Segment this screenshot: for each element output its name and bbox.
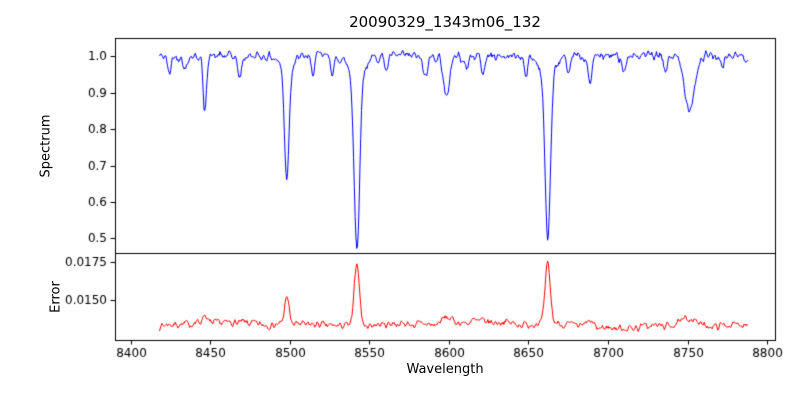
chart-title: 20090329_1343m06_132 [349, 13, 541, 31]
x-axis-label: Wavelength [406, 362, 484, 377]
error-y-axis-label: Error [48, 281, 64, 313]
spectrum-y-axis-label: Spectrum [38, 114, 54, 178]
